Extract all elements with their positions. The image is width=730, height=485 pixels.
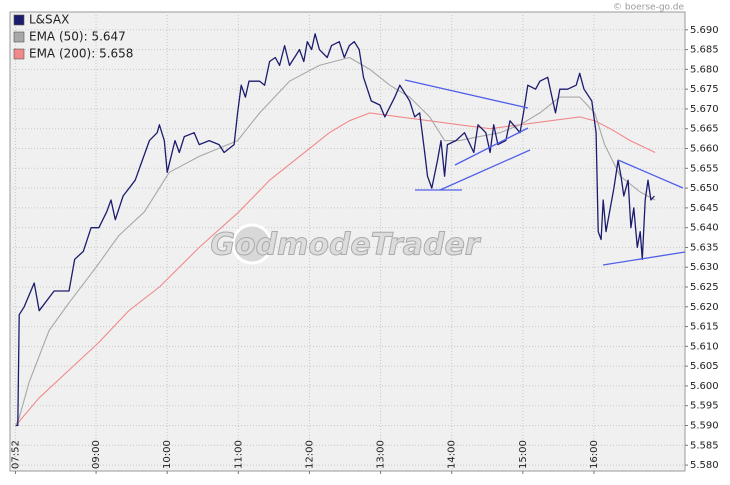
y-tick-label: 5.605: [690, 361, 719, 372]
watermark: GodmodeTrader: [210, 223, 482, 265]
y-tick-label: 5.680: [690, 64, 719, 75]
source-credit: © boerse-go.de: [613, 3, 684, 13]
x-tick-label: 12:00: [304, 440, 315, 469]
y-tick-label: 5.655: [690, 163, 719, 174]
y-tick-label: 5.585: [690, 440, 719, 451]
x-tick-label: 09:00: [91, 440, 102, 469]
x-tick-label: 11:00: [233, 440, 244, 469]
x-tick-label: 14:00: [447, 440, 458, 469]
x-tick-label: 15:00: [518, 440, 529, 469]
legend-label: L&SAX: [29, 13, 69, 27]
trendline: [617, 159, 684, 189]
y-tick-label: 5.620: [690, 302, 719, 313]
x-tick-label: 16:00: [589, 440, 600, 469]
y-tick-label: 5.670: [690, 104, 719, 115]
plot-area: [9, 11, 686, 472]
y-tick-label: 5.660: [690, 144, 719, 155]
x-tick-label: 07:52: [10, 440, 21, 469]
x-tick-label: 13:00: [376, 440, 387, 469]
y-tick-label: 5.665: [690, 124, 719, 135]
y-tick-label: 5.640: [690, 223, 719, 234]
series-line: [15, 56, 656, 426]
trendline: [404, 79, 529, 109]
y-tick-label: 5.615: [690, 322, 719, 333]
legend-swatch: [13, 48, 25, 60]
y-tick-label: 5.675: [690, 84, 719, 95]
y-tick-label: 5.645: [690, 203, 719, 214]
y-tick-label: 5.595: [690, 401, 719, 412]
legend: L&SAX EMA (50): 5.647 EMA (200): 5.658: [13, 13, 133, 61]
y-tick-label: 5.650: [690, 183, 719, 194]
legend-swatch: [13, 31, 25, 43]
y-tick-label: 5.690: [690, 25, 719, 36]
trendline: [439, 149, 531, 191]
y-tick-label: 5.580: [690, 460, 719, 471]
legend-label: EMA (50): 5.647: [29, 30, 126, 44]
x-tick-label: 10:00: [162, 440, 173, 469]
y-tick-label: 5.600: [690, 381, 719, 392]
watermark-logo: [231, 223, 273, 265]
trendline: [454, 127, 529, 166]
y-tick-label: 5.635: [690, 242, 719, 253]
y-tick-label: 5.630: [690, 262, 719, 273]
series-line: [15, 33, 655, 427]
y-tick-label: 5.685: [690, 45, 719, 56]
series-lines: [15, 33, 656, 427]
y-tick-label: 5.610: [690, 341, 719, 352]
y-tick-label: 5.590: [690, 420, 719, 431]
trendline: [602, 251, 686, 266]
series-line: [15, 112, 656, 426]
watermark-text: GodmodeTrader: [210, 228, 481, 263]
legend-label: EMA (200): 5.658: [29, 47, 133, 61]
legend-swatch: [13, 14, 25, 26]
trendlines: [404, 79, 686, 266]
y-tick-label: 5.625: [690, 282, 719, 293]
